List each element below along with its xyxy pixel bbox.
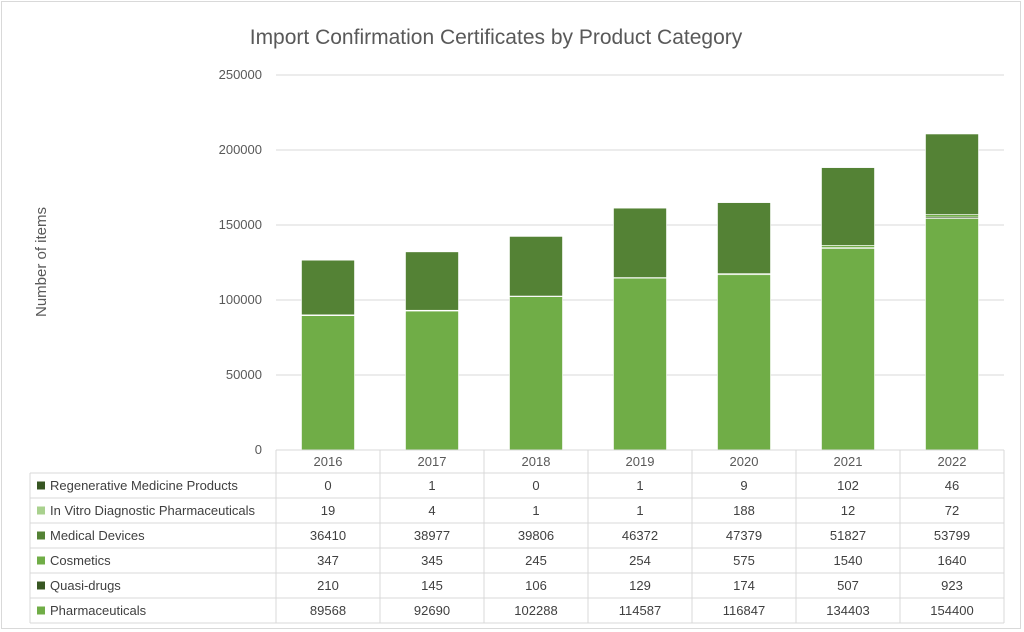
y-tick-label: 100000 xyxy=(219,292,262,307)
bar-medical-devices-2018 xyxy=(509,236,563,297)
bar-medical-devices-2022 xyxy=(925,133,979,215)
data-label: 46 xyxy=(945,478,959,493)
data-label: 36410 xyxy=(310,528,346,543)
data-label: 51827 xyxy=(830,528,866,543)
legend-label: Cosmetics xyxy=(50,553,111,568)
bar-medical-devices-2019 xyxy=(613,207,667,278)
data-table: 2016 2017 2018 2019 2020 2021 2022 Regenerative… xyxy=(29,449,1005,624)
data-label: 92690 xyxy=(414,603,450,618)
data-label: 507 xyxy=(837,578,859,593)
data-label: 174 xyxy=(733,578,755,593)
data-label: 347 xyxy=(317,553,339,568)
data-label: 89568 xyxy=(310,603,346,618)
data-label: 345 xyxy=(421,553,443,568)
bar-pharmaceuticals-2017 xyxy=(405,310,459,451)
bar-medical-devices-2021 xyxy=(821,167,875,246)
data-label: 254 xyxy=(629,553,651,568)
data-label: 102288 xyxy=(514,603,557,618)
data-label: 923 xyxy=(941,578,963,593)
bar-pharmaceuticals-2021 xyxy=(821,248,875,451)
bar-cosmetics-2022 xyxy=(925,214,979,218)
data-label: 575 xyxy=(733,553,755,568)
data-label: 12 xyxy=(841,503,855,518)
data-label: 0 xyxy=(324,478,331,493)
y-tick-label: 200000 xyxy=(219,142,262,157)
data-label: 134403 xyxy=(826,603,869,618)
data-label: 47379 xyxy=(726,528,762,543)
bar-stack-2019 xyxy=(613,207,667,451)
legend-key-medical-devices xyxy=(37,531,45,540)
data-label: 114587 xyxy=(619,603,661,618)
y-tick-label: 150000 xyxy=(219,217,262,232)
data-label: 38977 xyxy=(414,528,450,543)
bar-stack-2018 xyxy=(509,236,563,451)
data-label: 72 xyxy=(945,503,959,518)
x-tick-label: 2020 xyxy=(730,454,759,469)
data-label: 106 xyxy=(525,578,547,593)
legend-label: Quasi-drugs xyxy=(50,578,121,593)
data-label: 145 xyxy=(421,578,443,593)
data-label: 1 xyxy=(428,478,435,493)
data-label: 1 xyxy=(636,478,643,493)
data-label: 4 xyxy=(428,503,435,518)
data-label: 1 xyxy=(636,503,643,518)
x-tick-label: 2022 xyxy=(938,454,967,469)
bar-stack-2016 xyxy=(301,259,355,451)
bar-medical-devices-2020 xyxy=(717,202,771,274)
bar-pharmaceuticals-2019 xyxy=(613,277,667,451)
legend-key-in-vitro-diagnostic-pharmaceuticals xyxy=(37,506,45,515)
legend-label: Regenerative Medicine Products xyxy=(50,478,238,493)
data-label: 53799 xyxy=(934,528,970,543)
x-tick-label: 2018 xyxy=(522,454,551,469)
data-label: 154400 xyxy=(930,603,973,618)
data-label: 129 xyxy=(629,578,651,593)
data-label: 102 xyxy=(837,478,859,493)
data-label: 1 xyxy=(532,503,539,518)
chart-title: Import Confirmation Certificates by Prod… xyxy=(250,26,743,49)
bars xyxy=(301,133,979,451)
data-label: 0 xyxy=(532,478,539,493)
bar-stack-2022 xyxy=(925,133,979,451)
bar-pharmaceuticals-2018 xyxy=(509,296,563,451)
bar-pharmaceuticals-2022 xyxy=(925,218,979,451)
x-tick-label: 2019 xyxy=(626,454,655,469)
y-tick-label: 250000 xyxy=(219,67,262,82)
x-tick-label: 2016 xyxy=(314,454,343,469)
legend-key-pharmaceuticals xyxy=(37,606,45,615)
bar-medical-devices-2017 xyxy=(405,251,459,311)
data-label: 116847 xyxy=(723,603,765,618)
data-label: 1540 xyxy=(834,553,863,568)
legend-key-cosmetics xyxy=(37,556,45,565)
data-label: 46372 xyxy=(622,528,658,543)
legend-label: Medical Devices xyxy=(50,528,145,543)
legend-label: Pharmaceuticals xyxy=(50,603,147,618)
bar-stack-2020 xyxy=(717,201,771,451)
x-tick-label: 2021 xyxy=(834,454,863,469)
data-label: 19 xyxy=(321,503,335,518)
bar-medical-devices-2016 xyxy=(301,259,355,316)
data-label: 9 xyxy=(740,478,747,493)
data-label: 188 xyxy=(733,503,755,518)
bar-stack-2017 xyxy=(405,251,459,451)
data-label: 245 xyxy=(525,553,547,568)
bar-cosmetics-2021 xyxy=(821,245,875,248)
bar-pharmaceuticals-2020 xyxy=(717,274,771,451)
legend-label: In Vitro Diagnostic Pharmaceuticals xyxy=(50,503,255,518)
y-axis-ticks: 0 50000 100000 150000 200000 250000 xyxy=(219,67,262,457)
y-tick-label: 0 xyxy=(255,442,262,457)
bar-stack-2021 xyxy=(821,167,875,451)
legend-key-regenerative-medicine-products xyxy=(37,481,45,490)
data-label: 210 xyxy=(317,578,339,593)
y-axis-label: Number of items xyxy=(33,207,50,317)
y-tick-label: 50000 xyxy=(226,367,262,382)
x-tick-label: 2017 xyxy=(418,454,447,469)
legend-key-quasi-drugs xyxy=(37,581,45,590)
data-label: 39806 xyxy=(518,528,554,543)
bar-pharmaceuticals-2016 xyxy=(301,315,355,451)
data-label: 1640 xyxy=(938,553,967,568)
